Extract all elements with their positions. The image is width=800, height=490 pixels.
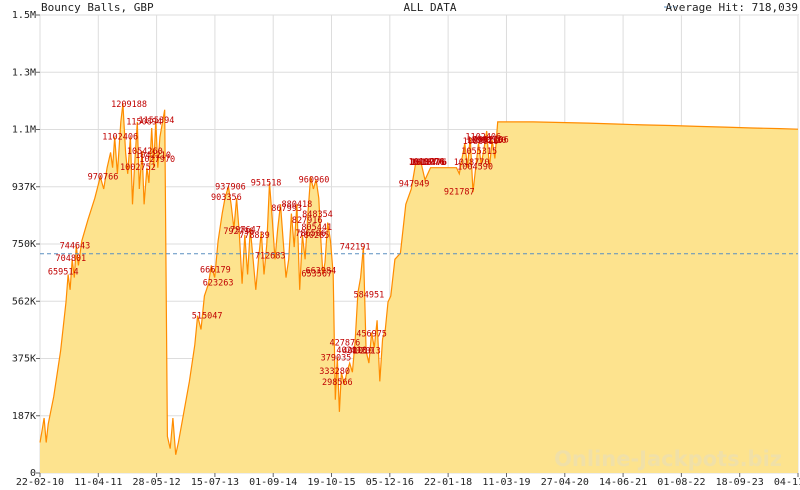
data-label: 947949 bbox=[399, 180, 430, 190]
data-label: 663984 bbox=[306, 266, 337, 276]
x-tick-label: 04-11-24 bbox=[774, 477, 800, 488]
data-label: 298566 bbox=[322, 378, 353, 388]
data-label: 1102406 bbox=[465, 132, 501, 142]
y-tick-label: 1.1M bbox=[12, 125, 36, 136]
data-label: 1002752 bbox=[120, 163, 156, 173]
x-tick-label: 22-02-10 bbox=[16, 477, 64, 488]
series-line bbox=[39, 103, 799, 455]
x-tick-label: 14-06-21 bbox=[599, 477, 647, 488]
data-label: 880418 bbox=[282, 200, 313, 210]
data-label: 1018776 bbox=[411, 158, 447, 168]
data-label: 778839 bbox=[239, 231, 270, 241]
data-label: 1018770 bbox=[454, 158, 490, 168]
x-tick-label: 15-07-13 bbox=[191, 477, 239, 488]
y-tick-label: 1.5M bbox=[12, 10, 36, 21]
data-label: 744643 bbox=[60, 242, 91, 252]
x-tick-label: 01-08-22 bbox=[657, 477, 705, 488]
data-label: 1004590 bbox=[457, 162, 493, 172]
chart-title: Bouncy Balls, GBP bbox=[41, 1, 154, 14]
data-label: 427876 bbox=[330, 338, 361, 348]
data-label: 937906 bbox=[215, 183, 246, 193]
data-label: 1055315 bbox=[461, 147, 497, 157]
y-tick-label: 562K bbox=[12, 296, 36, 307]
data-label: 402110 bbox=[336, 346, 367, 356]
data-label: 867993 bbox=[271, 204, 302, 214]
data-label: 379035 bbox=[321, 353, 352, 363]
x-tick-label: 27-04-20 bbox=[541, 477, 589, 488]
data-label: 780285 bbox=[299, 231, 330, 241]
data-label: 1042210 bbox=[135, 151, 171, 161]
watermark: Online-Jackpots.biz bbox=[554, 447, 782, 471]
x-tick-label: 22-01-18 bbox=[424, 477, 472, 488]
data-label: 584951 bbox=[353, 290, 384, 300]
header-layer: Bouncy Balls, GBP ALL DATA Average Hit: … bbox=[41, 1, 798, 14]
data-label: 903356 bbox=[211, 193, 242, 203]
x-tick-label: 19-10-15 bbox=[307, 477, 355, 488]
y-tick-label: 187K bbox=[12, 411, 36, 422]
data-label: 786506 bbox=[295, 229, 326, 239]
data-label: 1155394 bbox=[139, 116, 175, 126]
data-label: 970766 bbox=[88, 173, 119, 183]
data-label: 402013 bbox=[350, 346, 381, 356]
data-label: 1054260 bbox=[127, 147, 163, 157]
data-label: 1209188 bbox=[111, 100, 147, 110]
data-label: 805441 bbox=[301, 223, 332, 233]
data-label: 1090210 bbox=[467, 136, 503, 146]
y-tick-label: 1.3M bbox=[12, 67, 36, 78]
data-label: 666179 bbox=[200, 266, 231, 276]
data-label: 1027970 bbox=[139, 155, 175, 165]
x-tick-label: 05-12-16 bbox=[366, 477, 414, 488]
x-tick-label: 28-05-12 bbox=[133, 477, 181, 488]
data-label: 1019776 bbox=[408, 158, 444, 168]
area-layer bbox=[39, 103, 799, 474]
x-tick-label: 18-09-23 bbox=[716, 477, 764, 488]
data-label: 960960 bbox=[299, 176, 330, 186]
data-label: 623263 bbox=[203, 279, 234, 289]
data-label: 848354 bbox=[302, 210, 333, 220]
data-label-layer: 744643 704801 659514 970766 1102406 1209188 11… bbox=[48, 100, 509, 388]
data-label: 792796 bbox=[223, 227, 254, 237]
data-label: 921787 bbox=[444, 188, 475, 198]
data-label: 827916 bbox=[292, 216, 323, 226]
data-label: 1102406 bbox=[102, 132, 138, 142]
data-label: 456975 bbox=[356, 329, 387, 339]
data-label: 333280 bbox=[319, 367, 350, 377]
data-label: 704801 bbox=[55, 254, 86, 264]
data-label: 1150894 bbox=[126, 118, 162, 128]
axis-layer: 0 187K 375K 562K 750K 937K 1.1M 1.3M 1.5M 22-02-1… bbox=[12, 10, 800, 488]
data-label: 653567 bbox=[301, 269, 332, 279]
data-label: 1018476 bbox=[411, 158, 447, 168]
chart-subtitle: ALL DATA bbox=[404, 1, 457, 14]
data-label: 1092106 bbox=[473, 136, 509, 146]
data-label: 1018976 bbox=[409, 158, 445, 168]
y-tick-label: 937K bbox=[12, 182, 36, 193]
data-label: 1086916 bbox=[463, 137, 499, 147]
y-tick-label: 0 bbox=[30, 468, 36, 479]
data-label: 515047 bbox=[192, 312, 223, 322]
y-tick-label: 750K bbox=[12, 239, 36, 250]
x-tick-label: 11-04-11 bbox=[74, 477, 122, 488]
data-label: 742191 bbox=[340, 242, 371, 252]
x-tick-label: 01-09-14 bbox=[249, 477, 297, 488]
data-label: 1090510 bbox=[471, 136, 507, 146]
data-label: 659514 bbox=[48, 268, 79, 278]
data-label: 797647 bbox=[230, 225, 261, 235]
data-label: 951518 bbox=[251, 178, 282, 188]
legend-label: Average Hit: 718,039 bbox=[666, 1, 798, 14]
y-tick-label: 375K bbox=[12, 354, 36, 365]
x-tick-label: 11-03-19 bbox=[482, 477, 530, 488]
data-label: 712683 bbox=[255, 251, 286, 261]
data-label: 401010 bbox=[343, 347, 374, 357]
